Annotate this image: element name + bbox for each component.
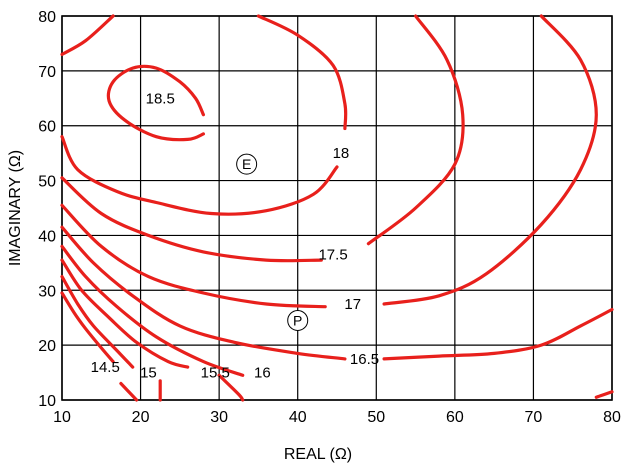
- x-axis-title: REAL (Ω): [284, 446, 352, 463]
- contour-label: 16: [254, 365, 271, 382]
- x-tick-label: 50: [367, 409, 385, 426]
- contour-line: [60, 203, 327, 309]
- contour-curves: [60, 14, 614, 402]
- contour-line: [217, 373, 245, 402]
- y-tick-label: 70: [38, 64, 56, 81]
- contour-label: 17: [344, 296, 361, 313]
- contour-label: 17.5: [318, 247, 347, 264]
- contour-label: 18.5: [146, 90, 175, 107]
- contour-line: [119, 381, 139, 402]
- contour-label: 15.5: [201, 365, 230, 382]
- x-tick-label: 70: [525, 409, 543, 426]
- marker-label: P: [293, 312, 302, 328]
- y-tick-label: 10: [38, 393, 56, 410]
- contour-label: 16.5: [350, 351, 379, 368]
- x-tick-label: 20: [132, 409, 150, 426]
- y-tick-label: 80: [38, 9, 56, 26]
- contour-line: [60, 258, 190, 369]
- contour-line: [60, 135, 339, 216]
- contour-label: 15: [140, 365, 157, 382]
- contour-line: [382, 14, 598, 306]
- contour-line: [106, 64, 205, 142]
- y-tick-label: 40: [38, 228, 56, 245]
- contour-line: [60, 14, 115, 56]
- y-tick-label: 60: [38, 119, 56, 136]
- contour-line: [60, 275, 135, 369]
- contour-line: [60, 244, 245, 377]
- x-tick-label: 60: [446, 409, 464, 426]
- contour-labels: 18.5 18 17.5 17 16.5 16 15.5 15 14.5: [91, 90, 379, 381]
- x-tick-label: 30: [210, 409, 228, 426]
- x-tick-label: 40: [289, 409, 307, 426]
- contour-line: [60, 225, 347, 361]
- plot-frame: [61, 15, 613, 401]
- contour-line: [366, 14, 465, 246]
- contour-line: [60, 176, 323, 263]
- contour-line: [382, 307, 614, 361]
- contour-line: [256, 14, 348, 131]
- y-axis-title: IMAGINARY (Ω): [7, 150, 24, 266]
- contour-label: 14.5: [91, 359, 120, 376]
- y-tick-label: 50: [38, 174, 56, 191]
- contour-line: [594, 390, 614, 399]
- point-markers: EP: [236, 153, 309, 331]
- marker-circle: [287, 309, 309, 331]
- x-tick-label: 80: [603, 409, 621, 426]
- y-tick-label: 30: [38, 283, 56, 300]
- contour-line: [60, 291, 115, 364]
- contour-label: 18: [333, 145, 350, 162]
- marker-circle: [236, 153, 258, 175]
- marker-label: E: [242, 156, 251, 172]
- tick-labels: 10 20 30 40 50 60 70 80 10 20 30 40 50 60 70 80: [38, 9, 621, 426]
- x-tick-label: 10: [53, 409, 71, 426]
- y-tick-label: 20: [38, 338, 56, 355]
